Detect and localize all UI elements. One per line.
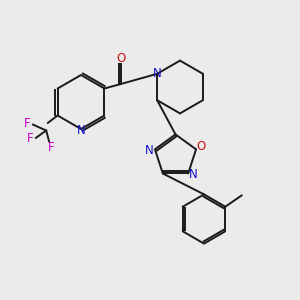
Text: N: N <box>189 169 198 182</box>
Text: O: O <box>116 52 125 65</box>
Text: F: F <box>24 116 31 130</box>
Text: N: N <box>153 67 161 80</box>
Text: N: N <box>145 144 154 157</box>
Text: O: O <box>197 140 206 153</box>
Text: F: F <box>47 141 54 154</box>
Text: F: F <box>27 131 34 145</box>
Text: N: N <box>76 124 85 137</box>
